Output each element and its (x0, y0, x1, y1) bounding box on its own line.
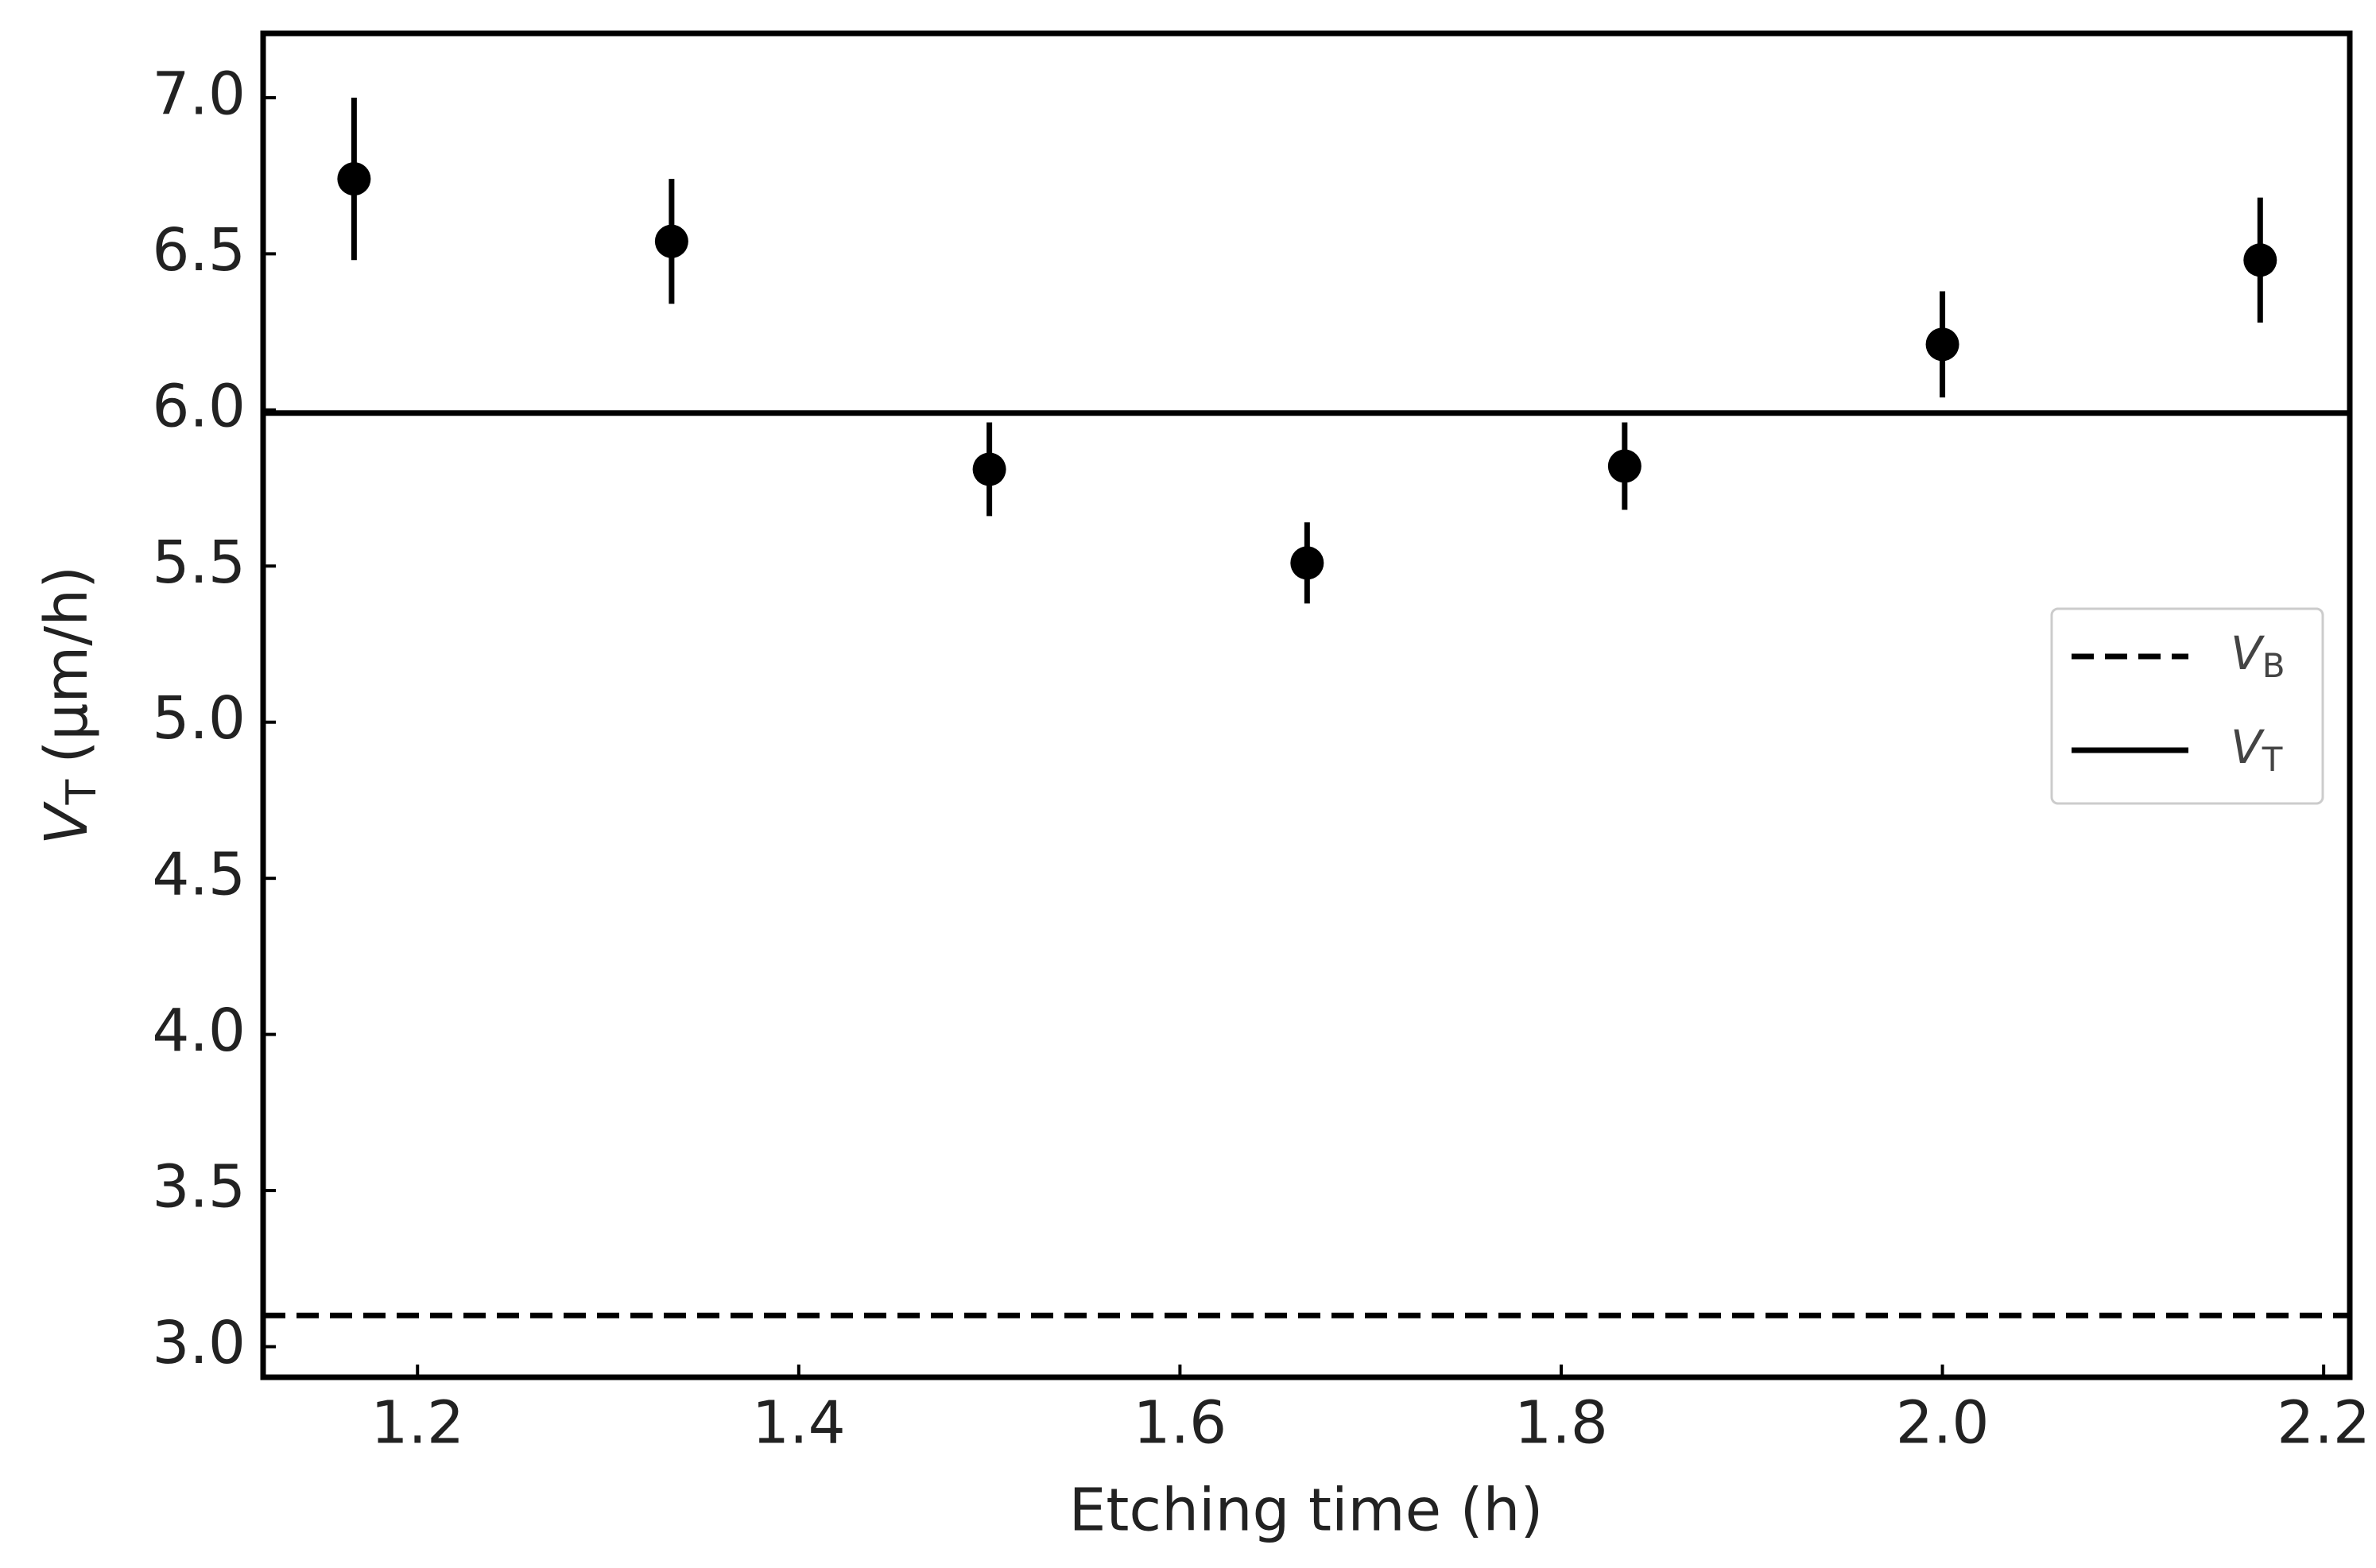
y-tick-label: 7.0 (152, 60, 246, 128)
y-label-unit: (μm/h) (33, 566, 101, 764)
y-label-subscript: T (58, 779, 106, 805)
x-tick-label: 2.2 (2277, 1389, 2370, 1458)
x-tick-label: 2.0 (1896, 1389, 1990, 1458)
y-tick-label: 5.0 (152, 684, 246, 753)
x-axis-label: Etching time (h) (1069, 1477, 1544, 1545)
data-point (1290, 546, 1324, 580)
x-tick-label: 1.6 (1134, 1389, 1227, 1458)
legend-subscript: T (2262, 740, 2283, 779)
y-tick-label: 3.5 (152, 1153, 246, 1221)
legend-label: VT (2231, 720, 2283, 778)
x-tick-label: 1.2 (370, 1389, 464, 1458)
legend-subscript: B (2262, 646, 2285, 685)
y-tick-label: 5.5 (152, 528, 246, 597)
y-label-symbol: V (33, 801, 101, 845)
data-point (972, 452, 1006, 486)
x-tick-label: 1.8 (1514, 1389, 1608, 1458)
data-point (654, 224, 688, 258)
plot-frame (260, 30, 2353, 1380)
y-tick-label: 6.0 (152, 372, 246, 440)
y-tick-label: 6.5 (152, 216, 246, 285)
y-tick-label: 4.5 (152, 841, 246, 909)
data-point (337, 162, 371, 196)
x-tick-label: 1.4 (752, 1389, 846, 1458)
y-tick-label: 3.0 (152, 1309, 246, 1377)
legend-label: VB (2231, 626, 2285, 684)
legend-symbol: V (2231, 626, 2266, 680)
y-axis-label: VT (μm/h) (33, 566, 107, 845)
data-point (1607, 449, 1641, 483)
y-tick-label: 4.0 (152, 997, 246, 1065)
data-point (2243, 243, 2277, 277)
data-point (1925, 327, 1959, 362)
legend-symbol: V (2231, 720, 2266, 774)
